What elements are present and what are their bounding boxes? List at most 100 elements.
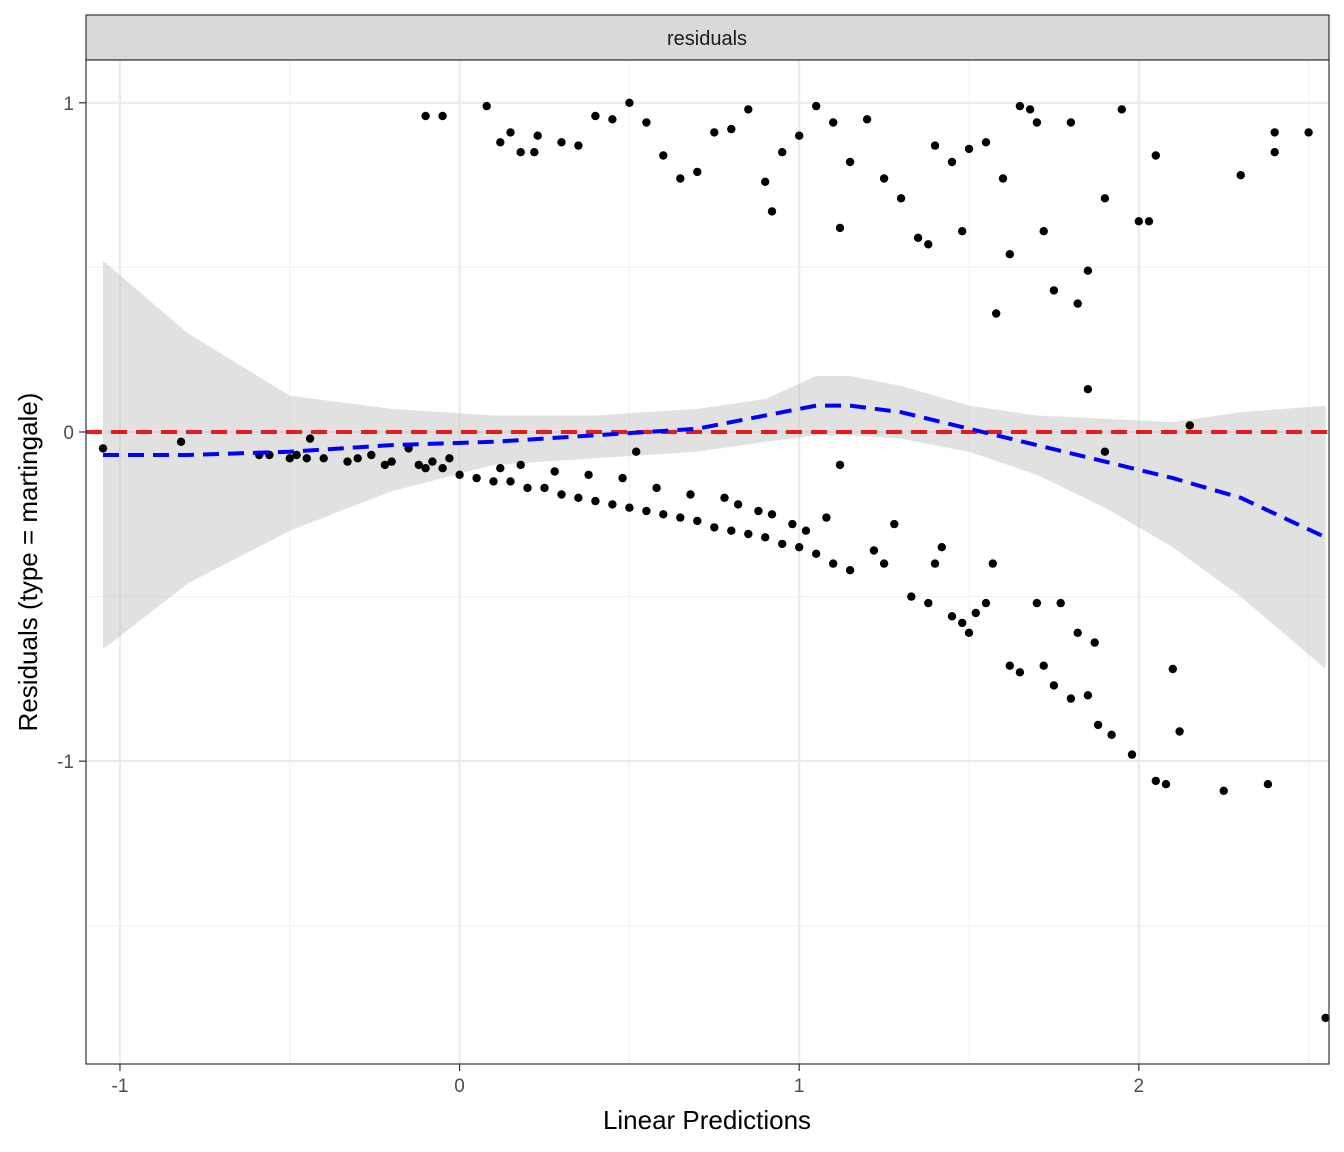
data-point bbox=[1056, 598, 1065, 608]
data-point bbox=[489, 477, 498, 486]
data-point bbox=[981, 138, 991, 147]
data-point bbox=[1117, 105, 1127, 114]
y-tick-label: 0 bbox=[63, 423, 74, 444]
data-point bbox=[829, 118, 838, 127]
data-point bbox=[1073, 299, 1082, 308]
data-point bbox=[1015, 668, 1025, 677]
data-point bbox=[1015, 101, 1025, 111]
data-point bbox=[550, 467, 559, 476]
data-point bbox=[98, 444, 108, 453]
data-point bbox=[618, 473, 627, 483]
data-point bbox=[795, 543, 804, 552]
data-point bbox=[761, 177, 770, 186]
x-tick-label: 0 bbox=[454, 1076, 465, 1097]
data-point bbox=[1083, 691, 1093, 700]
data-point bbox=[1083, 266, 1093, 275]
data-point bbox=[1090, 638, 1099, 647]
data-point bbox=[835, 223, 845, 233]
data-point bbox=[1073, 628, 1082, 637]
data-point bbox=[496, 464, 505, 473]
data-point bbox=[652, 483, 661, 493]
y-axis-title: Residuals (type = martingale) bbox=[13, 393, 43, 732]
data-point bbox=[896, 194, 906, 203]
data-point bbox=[1049, 286, 1059, 295]
data-point bbox=[591, 496, 600, 506]
data-point bbox=[343, 457, 352, 466]
data-point bbox=[574, 493, 583, 502]
y-axis: -1 0 1 bbox=[57, 94, 86, 773]
data-point bbox=[958, 618, 967, 628]
data-point bbox=[1005, 661, 1014, 670]
data-point bbox=[1321, 1013, 1330, 1023]
data-point bbox=[744, 105, 753, 114]
data-point bbox=[767, 207, 777, 216]
data-point bbox=[292, 450, 301, 460]
data-point bbox=[1039, 661, 1048, 670]
data-point bbox=[1127, 750, 1137, 759]
data-point bbox=[496, 138, 505, 147]
data-point bbox=[1151, 151, 1161, 160]
data-point bbox=[530, 148, 539, 157]
data-point bbox=[1219, 786, 1228, 795]
data-point bbox=[1083, 385, 1093, 394]
data-point bbox=[176, 437, 186, 446]
data-point bbox=[862, 115, 872, 124]
data-point bbox=[676, 513, 685, 522]
data-point bbox=[720, 493, 729, 502]
data-point bbox=[574, 141, 583, 150]
data-point bbox=[472, 473, 481, 483]
data-point bbox=[482, 101, 491, 111]
data-point bbox=[506, 128, 515, 137]
data-point bbox=[845, 157, 855, 167]
data-point bbox=[1263, 780, 1273, 789]
data-point bbox=[947, 157, 957, 167]
data-point bbox=[761, 533, 770, 542]
data-point bbox=[1100, 447, 1110, 456]
data-point bbox=[1032, 598, 1042, 608]
data-point bbox=[506, 477, 515, 486]
y-tick-label: 1 bbox=[63, 94, 74, 115]
data-point bbox=[693, 516, 702, 526]
data-point bbox=[829, 559, 838, 568]
data-point bbox=[659, 510, 668, 519]
data-point bbox=[642, 506, 651, 516]
data-point bbox=[584, 470, 593, 479]
data-point bbox=[1049, 681, 1059, 690]
data-point bbox=[890, 519, 899, 529]
data-point bbox=[727, 124, 736, 134]
data-point bbox=[455, 470, 464, 479]
data-point bbox=[319, 454, 328, 463]
data-point bbox=[428, 457, 437, 466]
data-point bbox=[540, 483, 549, 493]
data-point bbox=[1093, 720, 1103, 730]
data-point bbox=[1270, 148, 1279, 157]
data-point bbox=[421, 464, 430, 473]
plot-panel bbox=[86, 60, 1329, 1064]
data-point bbox=[1270, 128, 1279, 137]
data-point bbox=[1066, 118, 1076, 127]
data-point bbox=[879, 559, 889, 568]
data-point bbox=[625, 503, 634, 512]
data-point bbox=[795, 131, 804, 140]
y-tick-label: -1 bbox=[57, 752, 74, 773]
smooth-line-layer bbox=[103, 403, 1327, 540]
data-point bbox=[302, 454, 311, 463]
data-point bbox=[557, 138, 566, 147]
data-point bbox=[812, 101, 821, 111]
data-point bbox=[801, 526, 811, 535]
data-point bbox=[686, 490, 695, 499]
data-point bbox=[845, 566, 855, 575]
data-point bbox=[516, 148, 525, 157]
data-point bbox=[676, 174, 685, 183]
data-point bbox=[353, 454, 362, 463]
data-point bbox=[387, 457, 396, 466]
data-point bbox=[1005, 250, 1014, 259]
data-point bbox=[988, 559, 997, 568]
points-layer bbox=[98, 98, 1330, 1023]
data-point bbox=[778, 539, 787, 549]
data-point bbox=[523, 483, 532, 493]
data-point bbox=[947, 612, 957, 621]
facet-strip bbox=[85, 14, 1330, 61]
data-point bbox=[964, 144, 974, 154]
